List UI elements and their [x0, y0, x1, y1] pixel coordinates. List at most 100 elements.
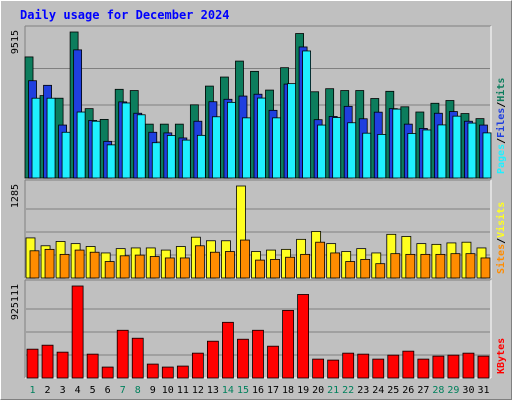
bar-kbytes-day-26 [402, 350, 415, 379]
bar-pages-day-3 [61, 131, 71, 179]
bar-sites-day-24 [375, 263, 386, 279]
x-tick-label-day-14: 14 [222, 385, 234, 396]
bar-pages-day-6 [106, 144, 116, 179]
series-pages [31, 50, 492, 179]
panel-kbytes: 925111 KBytes [10, 279, 507, 379]
legend-entry: / [496, 102, 507, 108]
bar-kbytes-day-31 [477, 355, 490, 379]
bar-pages-day-18 [287, 83, 296, 179]
bar-pages-day-30 [467, 122, 477, 179]
x-tick-label-day-17: 17 [267, 385, 279, 396]
bar-kbytes-day-8 [131, 337, 144, 379]
bar-sites-day-15 [240, 239, 250, 279]
legend-entry: / [496, 238, 507, 244]
x-tick-label-day-26: 26 [402, 385, 414, 396]
x-tick-label-day-24: 24 [372, 385, 384, 396]
bar-sites-day-14 [225, 251, 235, 279]
bar-pages-day-8 [136, 114, 146, 179]
bar-kbytes-day-16 [252, 329, 264, 379]
y-max-label: 9515 [10, 30, 21, 54]
x-axis-day-labels: 1 2 3 4 5 6 7 8 9 10 11 12 13 14 15 16 17 18 19 20 21 22 23 24 2… [30, 385, 490, 396]
bar-pages-day-5 [91, 120, 101, 179]
panel-legend: KBytes [496, 338, 507, 374]
x-tick-label-day-29: 29 [447, 385, 459, 396]
bar-pages-day-26 [407, 133, 417, 179]
bar-pages-day-14 [227, 101, 236, 179]
bar-kbytes-day-22 [342, 352, 355, 379]
bar-sites-day-11 [179, 257, 190, 279]
x-tick-label-day-25: 25 [387, 385, 399, 396]
bar-kbytes-day-18 [282, 309, 294, 379]
bar-pages-day-17 [272, 117, 281, 179]
panel-legend: Sites/Visits [495, 202, 507, 274]
bar-sites-day-23 [360, 258, 371, 279]
chart-panels: 9515Pages/Files/Hits1285Sites/Visits9251… [10, 25, 507, 379]
x-tick-label-day-11: 11 [177, 385, 189, 396]
bar-pages-day-7 [121, 102, 131, 179]
bar-pages-day-21 [332, 117, 342, 179]
bar-sites-day-20 [315, 241, 326, 279]
y-max-label: 925111 [10, 284, 21, 320]
bar-pages-day-16 [257, 97, 266, 179]
bar-pages-day-11 [181, 139, 191, 179]
bar-kbytes-day-20 [312, 358, 325, 379]
x-tick-label-day-28: 28 [432, 385, 444, 396]
series-kbytes [26, 285, 490, 379]
bar-sites-day-31 [480, 257, 491, 279]
legend-entry: / [496, 138, 507, 144]
x-tick-label-day-22: 22 [342, 385, 354, 396]
legend-entry: KBytes [496, 338, 507, 374]
bar-kbytes-day-24 [372, 358, 385, 379]
bar-kbytes-day-1 [26, 348, 39, 379]
bar-pages-day-9 [151, 142, 161, 179]
bar-kbytes-day-11 [176, 365, 189, 379]
bar-sites-day-26 [405, 253, 416, 279]
x-tick-label-day-7: 7 [120, 385, 126, 396]
legend-entry: Sites [495, 244, 507, 274]
x-tick-label-day-18: 18 [282, 385, 294, 396]
bar-sites-day-21 [330, 252, 341, 279]
bar-sites-day-28 [435, 253, 446, 279]
bar-pages-day-1 [31, 97, 41, 179]
bar-pages-day-29 [452, 115, 462, 179]
x-tick-label-day-21: 21 [327, 385, 339, 396]
bar-kbytes-day-21 [327, 359, 340, 379]
bar-pages-day-31 [482, 132, 492, 179]
bar-pages-day-28 [437, 124, 447, 179]
bar-sites-day-22 [345, 261, 356, 279]
bar-kbytes-day-7 [116, 329, 129, 379]
bar-kbytes-day-23 [357, 353, 370, 379]
bar-kbytes-day-30 [462, 352, 475, 379]
x-tick-label-day-13: 13 [207, 385, 219, 396]
bar-pages-day-13 [211, 116, 221, 179]
x-tick-label-day-5: 5 [90, 385, 96, 396]
bar-pages-day-25 [392, 108, 402, 179]
bar-sites-day-1 [29, 250, 40, 279]
bar-kbytes-day-28 [432, 355, 445, 379]
bar-pages-day-23 [362, 132, 372, 179]
bar-sites-day-9 [149, 256, 160, 279]
bar-kbytes-day-2 [41, 344, 54, 379]
bar-kbytes-day-25 [387, 354, 400, 379]
bar-kbytes-day-10 [161, 366, 174, 379]
bar-kbytes-day-15 [237, 338, 249, 379]
bar-sites-day-4 [74, 249, 85, 279]
bar-kbytes-day-4 [71, 285, 84, 379]
legend-entry: Files [495, 108, 507, 138]
bar-sites-day-12 [194, 245, 205, 279]
x-tick-label-day-9: 9 [150, 385, 156, 396]
bar-sites-day-2 [44, 248, 55, 279]
x-tick-label-day-30: 30 [462, 385, 474, 396]
bar-sites-day-30 [465, 253, 476, 279]
bar-kbytes-day-5 [86, 353, 99, 379]
panel-visits-sites: 1285 Sites/Visits [10, 179, 507, 279]
x-tick-label-day-6: 6 [105, 385, 111, 396]
bar-kbytes-day-29 [447, 354, 460, 379]
bar-sites-day-17 [270, 258, 280, 279]
x-tick-label-day-27: 27 [417, 385, 429, 396]
bar-sites-day-25 [390, 253, 401, 279]
bar-sites-day-6 [104, 261, 115, 279]
bar-pages-day-15 [242, 117, 251, 179]
bar-sites-day-13 [209, 251, 220, 279]
